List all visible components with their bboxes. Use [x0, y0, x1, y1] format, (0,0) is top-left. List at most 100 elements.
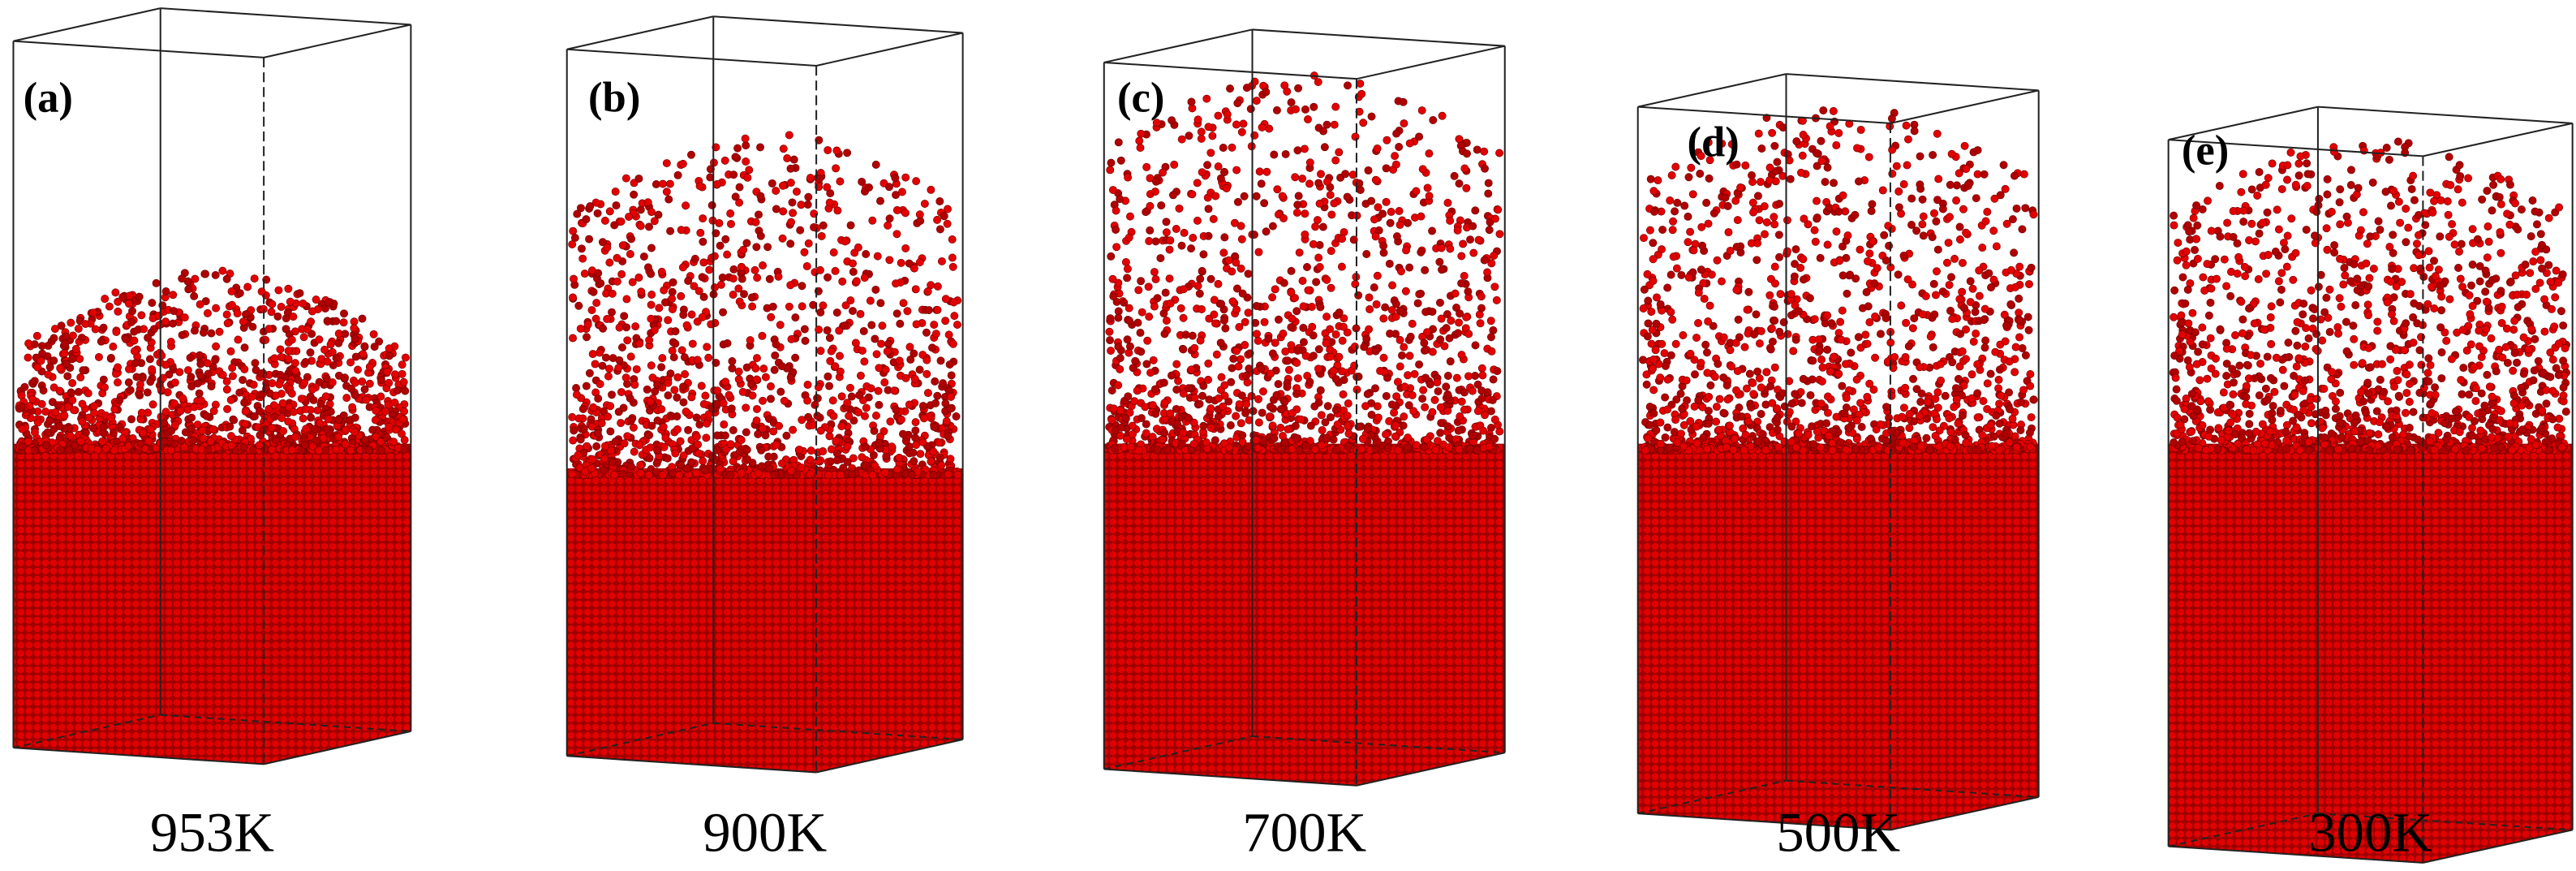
atom	[1124, 173, 1133, 182]
atom	[617, 269, 626, 278]
atom	[825, 198, 834, 207]
atom	[1686, 227, 1695, 236]
atom	[1489, 375, 1498, 384]
atom	[351, 378, 359, 387]
atom	[568, 412, 577, 421]
box-edge	[566, 15, 714, 50]
atom	[837, 422, 846, 431]
atom	[1941, 391, 1950, 400]
atom	[789, 209, 798, 218]
atom	[609, 354, 617, 363]
atom	[871, 285, 880, 294]
atom	[577, 244, 586, 253]
atom	[796, 226, 805, 235]
atom	[1956, 330, 1965, 338]
atom	[377, 375, 385, 384]
atom	[858, 453, 867, 462]
atom	[1455, 318, 1464, 327]
atom	[1254, 336, 1262, 345]
atom	[1437, 419, 1446, 428]
atom	[682, 407, 690, 416]
atom	[178, 330, 187, 339]
atom	[212, 342, 221, 351]
atom	[846, 221, 855, 230]
atom	[945, 360, 954, 369]
atom	[1428, 347, 1437, 356]
atom	[1322, 177, 1331, 186]
atom	[112, 327, 121, 336]
atom	[1773, 157, 1782, 166]
atom	[695, 420, 704, 429]
atom	[1402, 246, 1411, 255]
atom	[1287, 98, 1296, 107]
atom	[45, 363, 54, 372]
atom	[1268, 421, 1277, 430]
atom	[856, 371, 865, 380]
atom	[1193, 216, 1202, 225]
atom	[770, 470, 779, 479]
atom	[228, 372, 237, 381]
atom	[78, 417, 87, 426]
atom	[617, 217, 626, 226]
atom	[275, 380, 284, 389]
atom	[1671, 416, 1680, 425]
atom	[1242, 84, 1251, 93]
atom	[757, 462, 766, 471]
atom	[733, 144, 742, 153]
atom	[49, 334, 58, 343]
atom	[1344, 81, 1352, 90]
atom	[358, 314, 367, 323]
atom	[1142, 420, 1150, 429]
atom	[371, 416, 380, 425]
atom	[1335, 148, 1344, 157]
atom	[653, 446, 662, 455]
atom	[1741, 161, 1750, 170]
atom	[1292, 434, 1301, 443]
atom	[929, 470, 938, 479]
atom	[1151, 237, 1160, 246]
atom	[1294, 192, 1303, 201]
atom	[1162, 317, 1171, 325]
atom	[1237, 127, 1246, 136]
atom	[385, 344, 393, 353]
atom	[1293, 201, 1302, 209]
atom	[295, 289, 304, 298]
atom	[2018, 344, 2027, 352]
atom	[631, 322, 640, 331]
atom	[872, 350, 881, 359]
atom	[806, 174, 815, 183]
atom	[892, 279, 901, 288]
atom	[1811, 237, 1820, 246]
atom	[1396, 362, 1404, 371]
atom	[753, 404, 761, 413]
atom	[1668, 315, 1677, 324]
atom	[892, 309, 901, 318]
atom	[1486, 333, 1495, 342]
atom	[1283, 87, 1292, 96]
atom	[1108, 186, 1117, 194]
atom	[928, 343, 936, 352]
atom	[1412, 441, 1421, 450]
atom	[751, 218, 760, 226]
atom	[326, 340, 335, 349]
atom	[346, 446, 355, 455]
atom	[931, 330, 940, 338]
atom	[124, 378, 133, 387]
atom	[589, 403, 598, 412]
atom	[767, 395, 775, 403]
atom	[952, 412, 961, 420]
atom	[360, 436, 369, 444]
atom	[1281, 149, 1290, 158]
atom	[598, 361, 607, 370]
atom	[1238, 431, 1247, 440]
atom	[1276, 424, 1285, 432]
atom	[1107, 347, 1116, 355]
atom	[627, 235, 636, 244]
atom	[193, 420, 202, 429]
atom	[1142, 360, 1151, 369]
atom	[1840, 409, 1849, 418]
atom	[922, 369, 931, 378]
atom	[2029, 210, 2038, 219]
atom	[1462, 313, 1471, 321]
atom	[1136, 329, 1145, 337]
